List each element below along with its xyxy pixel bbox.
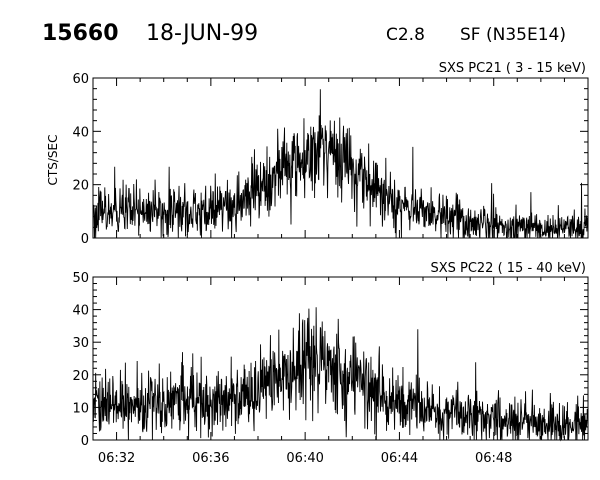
panel-pc21: SXS PC21 ( 3 - 15 keV) CTS/SEC 0 20 40 60	[46, 61, 589, 247]
axis-ticks-pc22	[92, 276, 589, 441]
plot-frame-pc21	[92, 77, 589, 239]
y-tick-label: 20	[72, 179, 89, 194]
y-tick-label: 10	[72, 401, 89, 416]
x-tick-label: 06:32	[98, 451, 135, 466]
y-tick-label: 0	[81, 232, 89, 247]
plot-frame-pc22	[92, 276, 589, 441]
x-tick-label: 06:48	[475, 451, 512, 466]
y-tick-label: 50	[72, 271, 89, 286]
series-line-pc21	[92, 89, 589, 239]
x-tick-labels-pc22: 06:32 06:36 06:40 06:44 06:48	[98, 451, 513, 466]
y-tick-labels-pc21: 0 20 40 60	[72, 72, 89, 247]
y-tick-label: 40	[72, 304, 89, 319]
y-tick-label: 40	[72, 125, 89, 140]
flare-location: SF (N35E14)	[460, 25, 566, 45]
panel-title-pc22: SXS PC22 ( 15 - 40 keV)	[430, 261, 586, 276]
x-tick-label: 06:36	[192, 451, 229, 466]
y-tick-label: 0	[81, 434, 89, 449]
y-tick-labels-pc22: 0 10 20 30 40 50	[72, 271, 89, 449]
panel-pc22: SXS PC22 ( 15 - 40 keV) 0 10 20 30 40 50 06:3…	[72, 261, 589, 466]
x-tick-label: 06:44	[381, 451, 418, 466]
flare-class: C2.8	[386, 25, 425, 45]
panel-title-pc21: SXS PC21 ( 3 - 15 keV)	[439, 61, 586, 76]
y-tick-label: 30	[72, 336, 89, 351]
event-number: 15660	[42, 21, 119, 46]
y-tick-label: 60	[72, 72, 89, 87]
x-tick-label: 06:40	[286, 451, 323, 466]
event-date: 18-JUN-99	[146, 21, 258, 46]
series-line-pc22	[92, 307, 589, 442]
y-axis-label: CTS/SEC	[46, 135, 60, 186]
y-tick-label: 20	[72, 369, 89, 384]
